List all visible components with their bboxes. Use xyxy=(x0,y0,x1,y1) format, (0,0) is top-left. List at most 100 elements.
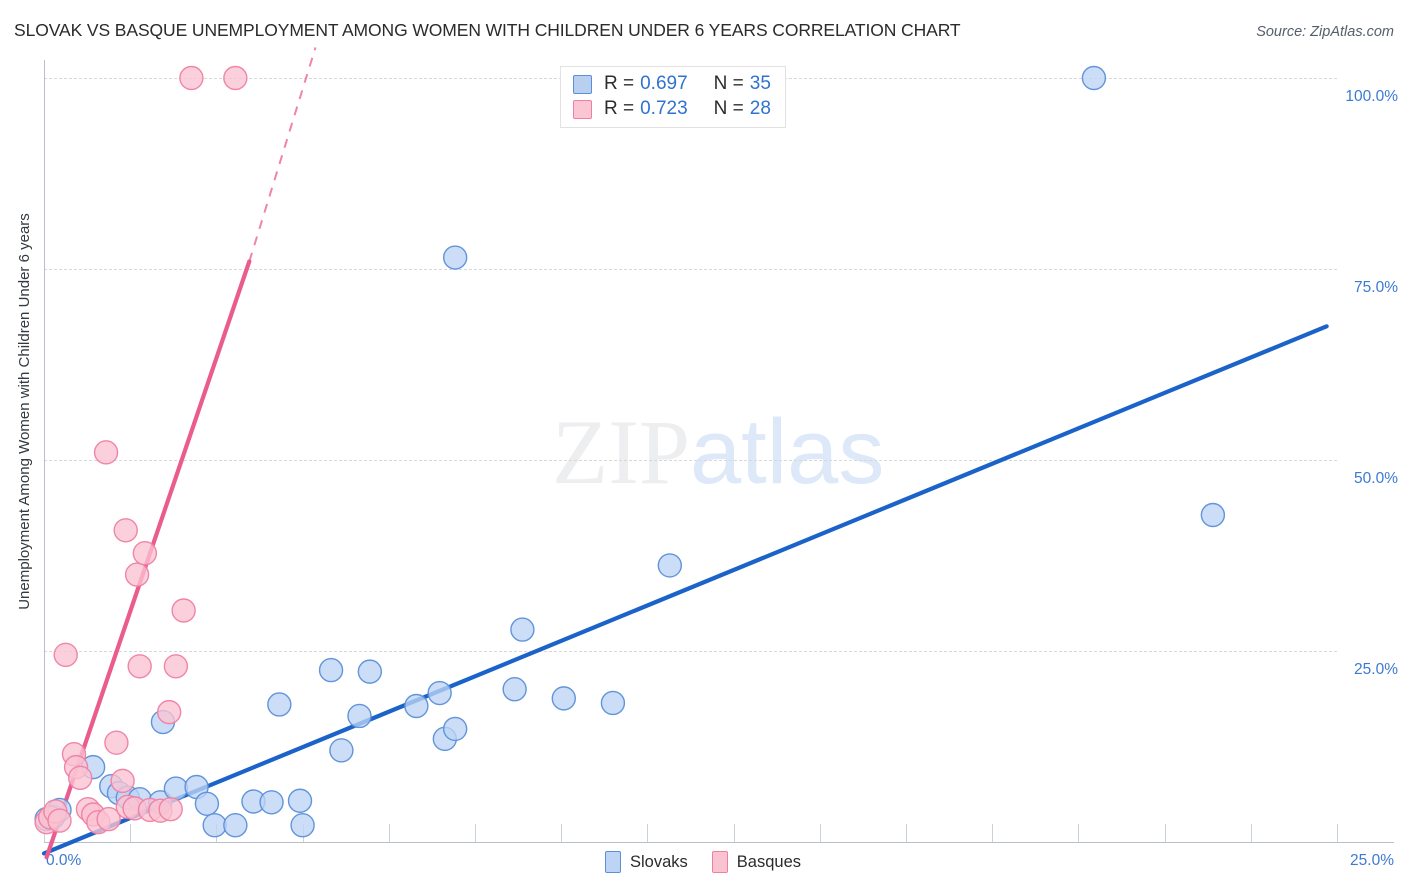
data-point-slovaks xyxy=(150,709,176,735)
data-point-slovaks xyxy=(502,677,527,702)
data-point-basques xyxy=(86,809,111,835)
x-tick xyxy=(733,824,735,842)
data-point-basques xyxy=(113,518,138,543)
legend-item-slovaks[interactable]: Slovaks xyxy=(605,851,688,873)
data-point-slovaks xyxy=(657,553,683,578)
n-label-basques: N = xyxy=(713,98,744,119)
x-axis-max-label: 25.0% xyxy=(1350,852,1394,869)
source-label: Source: ZipAtlas.com xyxy=(1256,24,1394,40)
x-tick xyxy=(906,824,907,842)
data-point-basques xyxy=(158,796,183,822)
data-point-basques xyxy=(127,654,152,679)
gridline-50 xyxy=(44,460,1337,461)
x-tick xyxy=(1337,824,1338,842)
data-point-slovaks xyxy=(148,790,173,815)
legend-swatch-basques-icon xyxy=(711,851,728,873)
x-tick xyxy=(130,824,132,842)
watermark-atlas: atlas xyxy=(690,401,885,503)
gridline-25 xyxy=(44,651,1337,652)
data-point-slovaks xyxy=(442,245,468,270)
data-point-basques xyxy=(80,802,106,827)
data-point-slovaks xyxy=(347,703,372,729)
y-tick-label-50: 50.0% xyxy=(1354,470,1398,487)
legend-label-basques: Basques xyxy=(736,852,801,871)
zipatlas-watermark: ZIPatlas xyxy=(552,406,884,498)
data-point-basques xyxy=(61,741,87,767)
y-tick-label-25: 25.0% xyxy=(1354,661,1398,678)
data-point-basques xyxy=(96,806,121,832)
data-point-slovaks xyxy=(80,754,106,780)
r-label-slovaks: R = xyxy=(604,73,635,94)
x-tick xyxy=(1078,824,1080,842)
data-point-basques xyxy=(43,799,68,824)
x-tick xyxy=(561,824,563,842)
data-point-basques xyxy=(110,768,135,794)
data-point-basques xyxy=(67,765,93,791)
r-value-slovaks: 0.697 xyxy=(640,73,688,94)
data-point-slovaks xyxy=(329,738,354,763)
n-value-slovaks: 35 xyxy=(749,73,771,94)
data-point-slovaks xyxy=(404,693,429,719)
data-point-slovaks xyxy=(223,812,248,838)
data-point-slovaks xyxy=(241,789,266,814)
legend-label-slovaks: Slovaks xyxy=(630,852,688,871)
x-tick xyxy=(819,824,821,842)
data-point-slovaks xyxy=(163,776,189,801)
data-point-slovaks xyxy=(432,726,458,752)
x-tick xyxy=(216,824,218,842)
data-point-basques xyxy=(38,805,63,830)
n-value-basques: 28 xyxy=(749,98,771,119)
data-point-basques xyxy=(132,541,158,566)
data-point-basques xyxy=(53,642,78,668)
data-point-slovaks xyxy=(551,686,576,711)
data-point-basques xyxy=(115,794,140,820)
data-point-basques xyxy=(156,699,182,725)
r-value-basques: 0.723 xyxy=(640,98,688,119)
data-point-basques xyxy=(148,798,173,823)
correlation-stats-legend: R = 0.697 N = 35 R = 0.723 N = 28 xyxy=(560,66,786,128)
x-tick xyxy=(44,824,45,842)
data-point-slovaks xyxy=(202,812,227,838)
data-point-basques xyxy=(122,796,147,821)
x-axis-line xyxy=(44,842,1394,843)
gridline-75 xyxy=(44,269,1337,270)
data-point-slovaks xyxy=(510,617,535,642)
watermark-zip: ZIP xyxy=(552,401,690,503)
swatch-slovaks-icon xyxy=(573,74,592,94)
x-tick xyxy=(388,824,390,842)
data-point-slovaks xyxy=(427,680,452,706)
legend-swatch-slovaks-icon xyxy=(605,851,621,873)
data-point-basques xyxy=(163,654,189,679)
x-tick xyxy=(992,824,994,842)
data-point-slovaks xyxy=(194,791,220,816)
y-tick-label-100: 100.0% xyxy=(1345,88,1398,105)
x-tick xyxy=(1250,824,1252,842)
data-point-slovaks xyxy=(99,774,124,799)
y-axis-title: Unemployment Among Women with Children U… xyxy=(10,0,38,892)
page-title: SLOVAK VS BASQUE UNEMPLOYMENT AMONG WOME… xyxy=(14,20,961,40)
stats-row-slovaks: R = 0.697 N = 35 xyxy=(573,73,771,95)
y-tick-label-75: 75.0% xyxy=(1354,279,1398,296)
stats-row-basques: R = 0.723 N = 28 xyxy=(573,98,771,120)
x-tick xyxy=(1164,824,1166,842)
x-tick xyxy=(475,824,476,842)
data-point-slovaks xyxy=(442,716,468,742)
data-point-slovaks xyxy=(259,790,284,815)
data-point-basques xyxy=(171,598,196,623)
data-point-slovaks xyxy=(357,659,383,684)
data-point-slovaks xyxy=(47,797,72,823)
data-point-slovaks xyxy=(106,780,132,806)
r-label-basques: R = xyxy=(604,98,635,119)
data-point-slovaks xyxy=(34,806,59,832)
data-point-slovaks xyxy=(600,690,626,716)
data-point-basques xyxy=(124,562,150,587)
series-legend: Slovaks Basques xyxy=(0,851,1406,873)
legend-item-basques[interactable]: Basques xyxy=(711,851,801,873)
data-point-slovaks xyxy=(1200,502,1226,528)
n-label-slovaks: N = xyxy=(713,73,744,94)
trendline-basques xyxy=(44,259,252,860)
swatch-basques-icon xyxy=(573,99,592,119)
data-point-slovaks xyxy=(318,657,344,683)
data-point-slovaks xyxy=(115,785,140,810)
